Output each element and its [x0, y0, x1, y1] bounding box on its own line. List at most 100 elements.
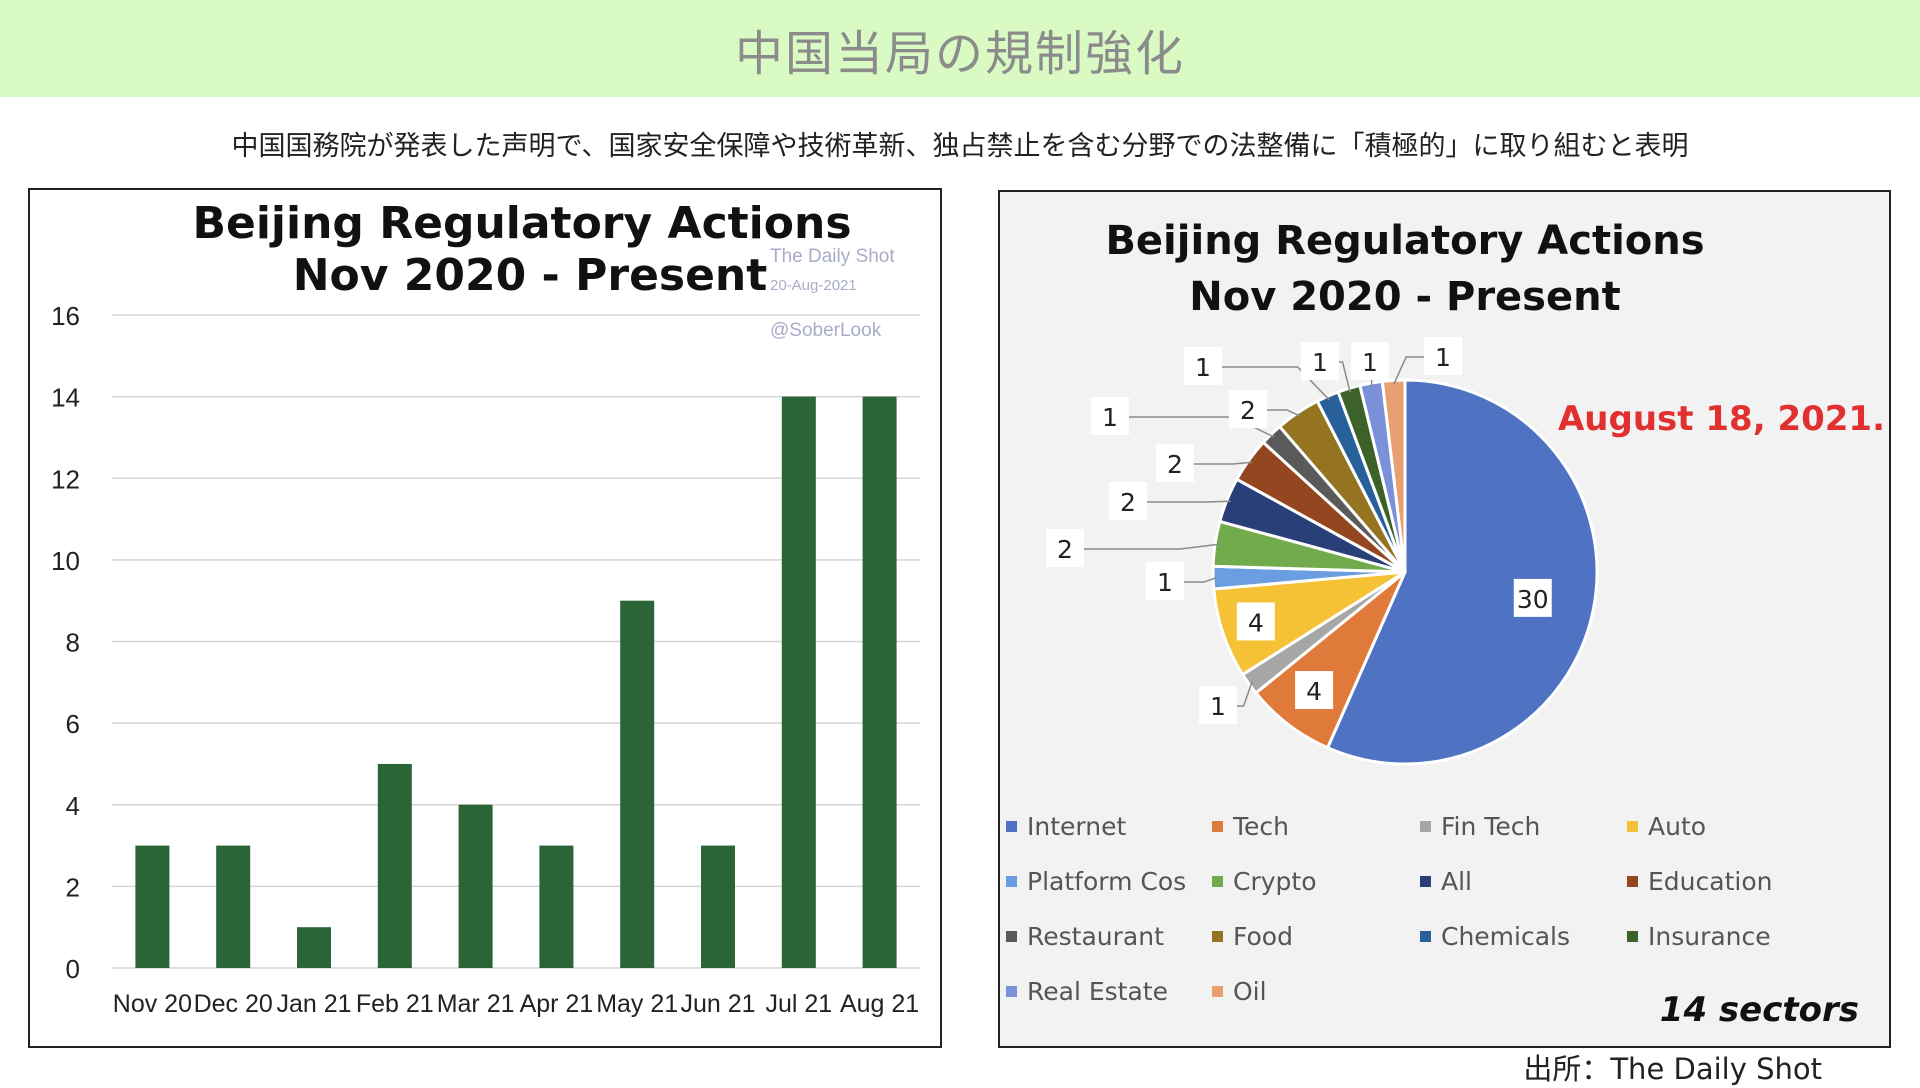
legend-item-tech: Tech	[1212, 812, 1289, 841]
pie-data-label-box	[1351, 342, 1389, 380]
bar-ytick-label: 14	[51, 383, 80, 413]
pie-data-label: 2	[1120, 488, 1136, 517]
pie-data-label-box	[1109, 482, 1147, 520]
legend-item-food: Food	[1212, 922, 1293, 951]
legend-label: Real Estate	[1027, 977, 1168, 1006]
bar-xtick-label: Feb 21	[356, 990, 434, 1018]
legend-item-auto: Auto	[1627, 812, 1706, 841]
bar-xtick-label: Apr 21	[520, 990, 594, 1018]
bar-xtick-label: Nov 20	[113, 990, 192, 1018]
bar-aug-21	[862, 396, 897, 968]
pie-annotation-date: August 18, 2021.	[1558, 399, 1885, 439]
pie-data-label: 2	[1240, 396, 1256, 425]
pie-data-label: 1	[1195, 353, 1211, 382]
pie-data-label-box	[1229, 390, 1267, 428]
legend-item-real-estate: Real Estate	[1006, 977, 1168, 1006]
bar-ytick-label: 2	[66, 872, 80, 902]
legend-label: Platform Cos	[1027, 867, 1187, 896]
bar-xtick-label: Jun 21	[680, 990, 755, 1018]
legend-label: Auto	[1648, 812, 1707, 841]
legend-item-restaurant: Restaurant	[1006, 922, 1164, 951]
legend-swatch	[1212, 931, 1223, 942]
bar-chart-panel: Beijing Regulatory Actions Nov 2020 - Pr…	[28, 188, 942, 1048]
legend-label: Tech	[1233, 812, 1289, 841]
pie-chart-panel: Beijing Regulatory Actions Nov 2020 - Pr…	[998, 190, 1891, 1048]
legend-item-chemicals: Chemicals	[1420, 922, 1570, 951]
pie-data-label-box	[1046, 529, 1084, 567]
pie-leader-line	[1191, 461, 1253, 465]
pie-data-label: 1	[1435, 343, 1451, 372]
bar-jun-21	[701, 845, 735, 968]
legend-swatch	[1420, 821, 1431, 832]
bar-xtick-label: Jul 21	[765, 990, 832, 1018]
sectors-note: 14 sectors	[1659, 990, 1859, 1030]
title-banner: 中国当局の規制強化	[0, 0, 1920, 97]
legend-label: Food	[1233, 922, 1293, 951]
legend-swatch	[1420, 931, 1431, 942]
pie-chart-title-line1: Beijing Regulatory Actions	[1105, 218, 1704, 264]
pie-leader-line	[1144, 500, 1231, 503]
watermark-daily-shot: The Daily Shot	[770, 246, 895, 267]
bar-xtick-label: Aug 21	[840, 990, 919, 1018]
legend-swatch	[1627, 931, 1638, 942]
bar-dec-20	[216, 845, 251, 968]
pie-data-label-box	[1236, 602, 1275, 641]
pie-data-label: 2	[1167, 450, 1183, 479]
legend-swatch	[1627, 876, 1638, 887]
pie-chart-title-line2: Nov 2020 - Present	[1189, 274, 1620, 320]
legend-label: Insurance	[1648, 922, 1771, 951]
legend-swatch	[1006, 876, 1017, 887]
legend-label: Crypto	[1233, 867, 1317, 896]
pie-slice-internet	[1325, 378, 1599, 766]
pie-data-label: 1	[1157, 568, 1173, 597]
source-note: 出所：The Daily Shot	[1523, 1052, 1822, 1086]
pie-leader-line	[1219, 366, 1330, 401]
bar-ytick-label: 4	[66, 791, 80, 821]
pie-data-label-box	[1295, 671, 1334, 710]
pie-data-label-box	[1146, 562, 1184, 600]
pie-leader-line	[1264, 409, 1301, 417]
legend-item-education: Education	[1627, 867, 1772, 896]
legend-label: Restaurant	[1027, 922, 1164, 951]
pie-data-label-box	[1091, 397, 1129, 435]
bar-chart-title-line2: Nov 2020 - Present	[293, 250, 768, 301]
bar-apr-21	[539, 845, 574, 968]
legend-swatch	[1212, 821, 1223, 832]
bar-chart: Beijing Regulatory Actions Nov 2020 - Pr…	[51, 198, 920, 1018]
bar-may-21	[620, 600, 655, 968]
legend-swatch	[1212, 876, 1223, 887]
bar-xtick-label: May 21	[596, 990, 678, 1018]
bar-chart-title-line1: Beijing Regulatory Actions	[192, 198, 851, 249]
pie-data-label: 4	[1306, 677, 1322, 706]
pie-data-label: 1	[1312, 348, 1328, 377]
pie-data-label-box	[1184, 347, 1222, 385]
pie-data-label: 1	[1362, 348, 1378, 377]
pie-chart: Beijing Regulatory Actions Nov 2020 - Pr…	[1046, 218, 1885, 766]
pie-leader-line	[1234, 681, 1253, 707]
legend-label: Oil	[1233, 977, 1267, 1006]
legend-swatch	[1212, 986, 1223, 997]
pie-data-label: 1	[1102, 403, 1118, 432]
watermark-soberlook: @SoberLook	[770, 320, 882, 341]
bar-xtick-label: Dec 20	[194, 990, 273, 1018]
legend-item-fin-tech: Fin Tech	[1420, 812, 1540, 841]
pie-data-label-box	[1513, 578, 1552, 617]
bar-ytick-label: 16	[51, 301, 80, 331]
legend-label: All	[1441, 867, 1472, 896]
legend-item-all: All	[1420, 867, 1472, 896]
legend-label: Education	[1648, 867, 1773, 896]
pie-data-label: 1	[1210, 692, 1226, 721]
bar-ytick-label: 6	[66, 709, 80, 739]
pie-data-label-box	[1424, 337, 1462, 375]
bar-ytick-label: 12	[51, 464, 80, 494]
legend-label: Internet	[1027, 812, 1127, 841]
page-title: 中国当局の規制強化	[734, 25, 1185, 82]
page-subtitle: 中国国務院が発表した声明で、国家安全保障や技術革新、独占禁止を含む分野での法整備…	[231, 131, 1689, 162]
legend-swatch	[1420, 876, 1431, 887]
legend-swatch	[1006, 821, 1017, 832]
pie-leader-line	[1081, 543, 1219, 550]
pie-data-label: 4	[1248, 608, 1264, 637]
legend-swatch	[1006, 931, 1017, 942]
bar-xtick-label: Jan 21	[276, 990, 351, 1018]
legend-item-platform-cos: Platform Cos	[1006, 867, 1186, 896]
